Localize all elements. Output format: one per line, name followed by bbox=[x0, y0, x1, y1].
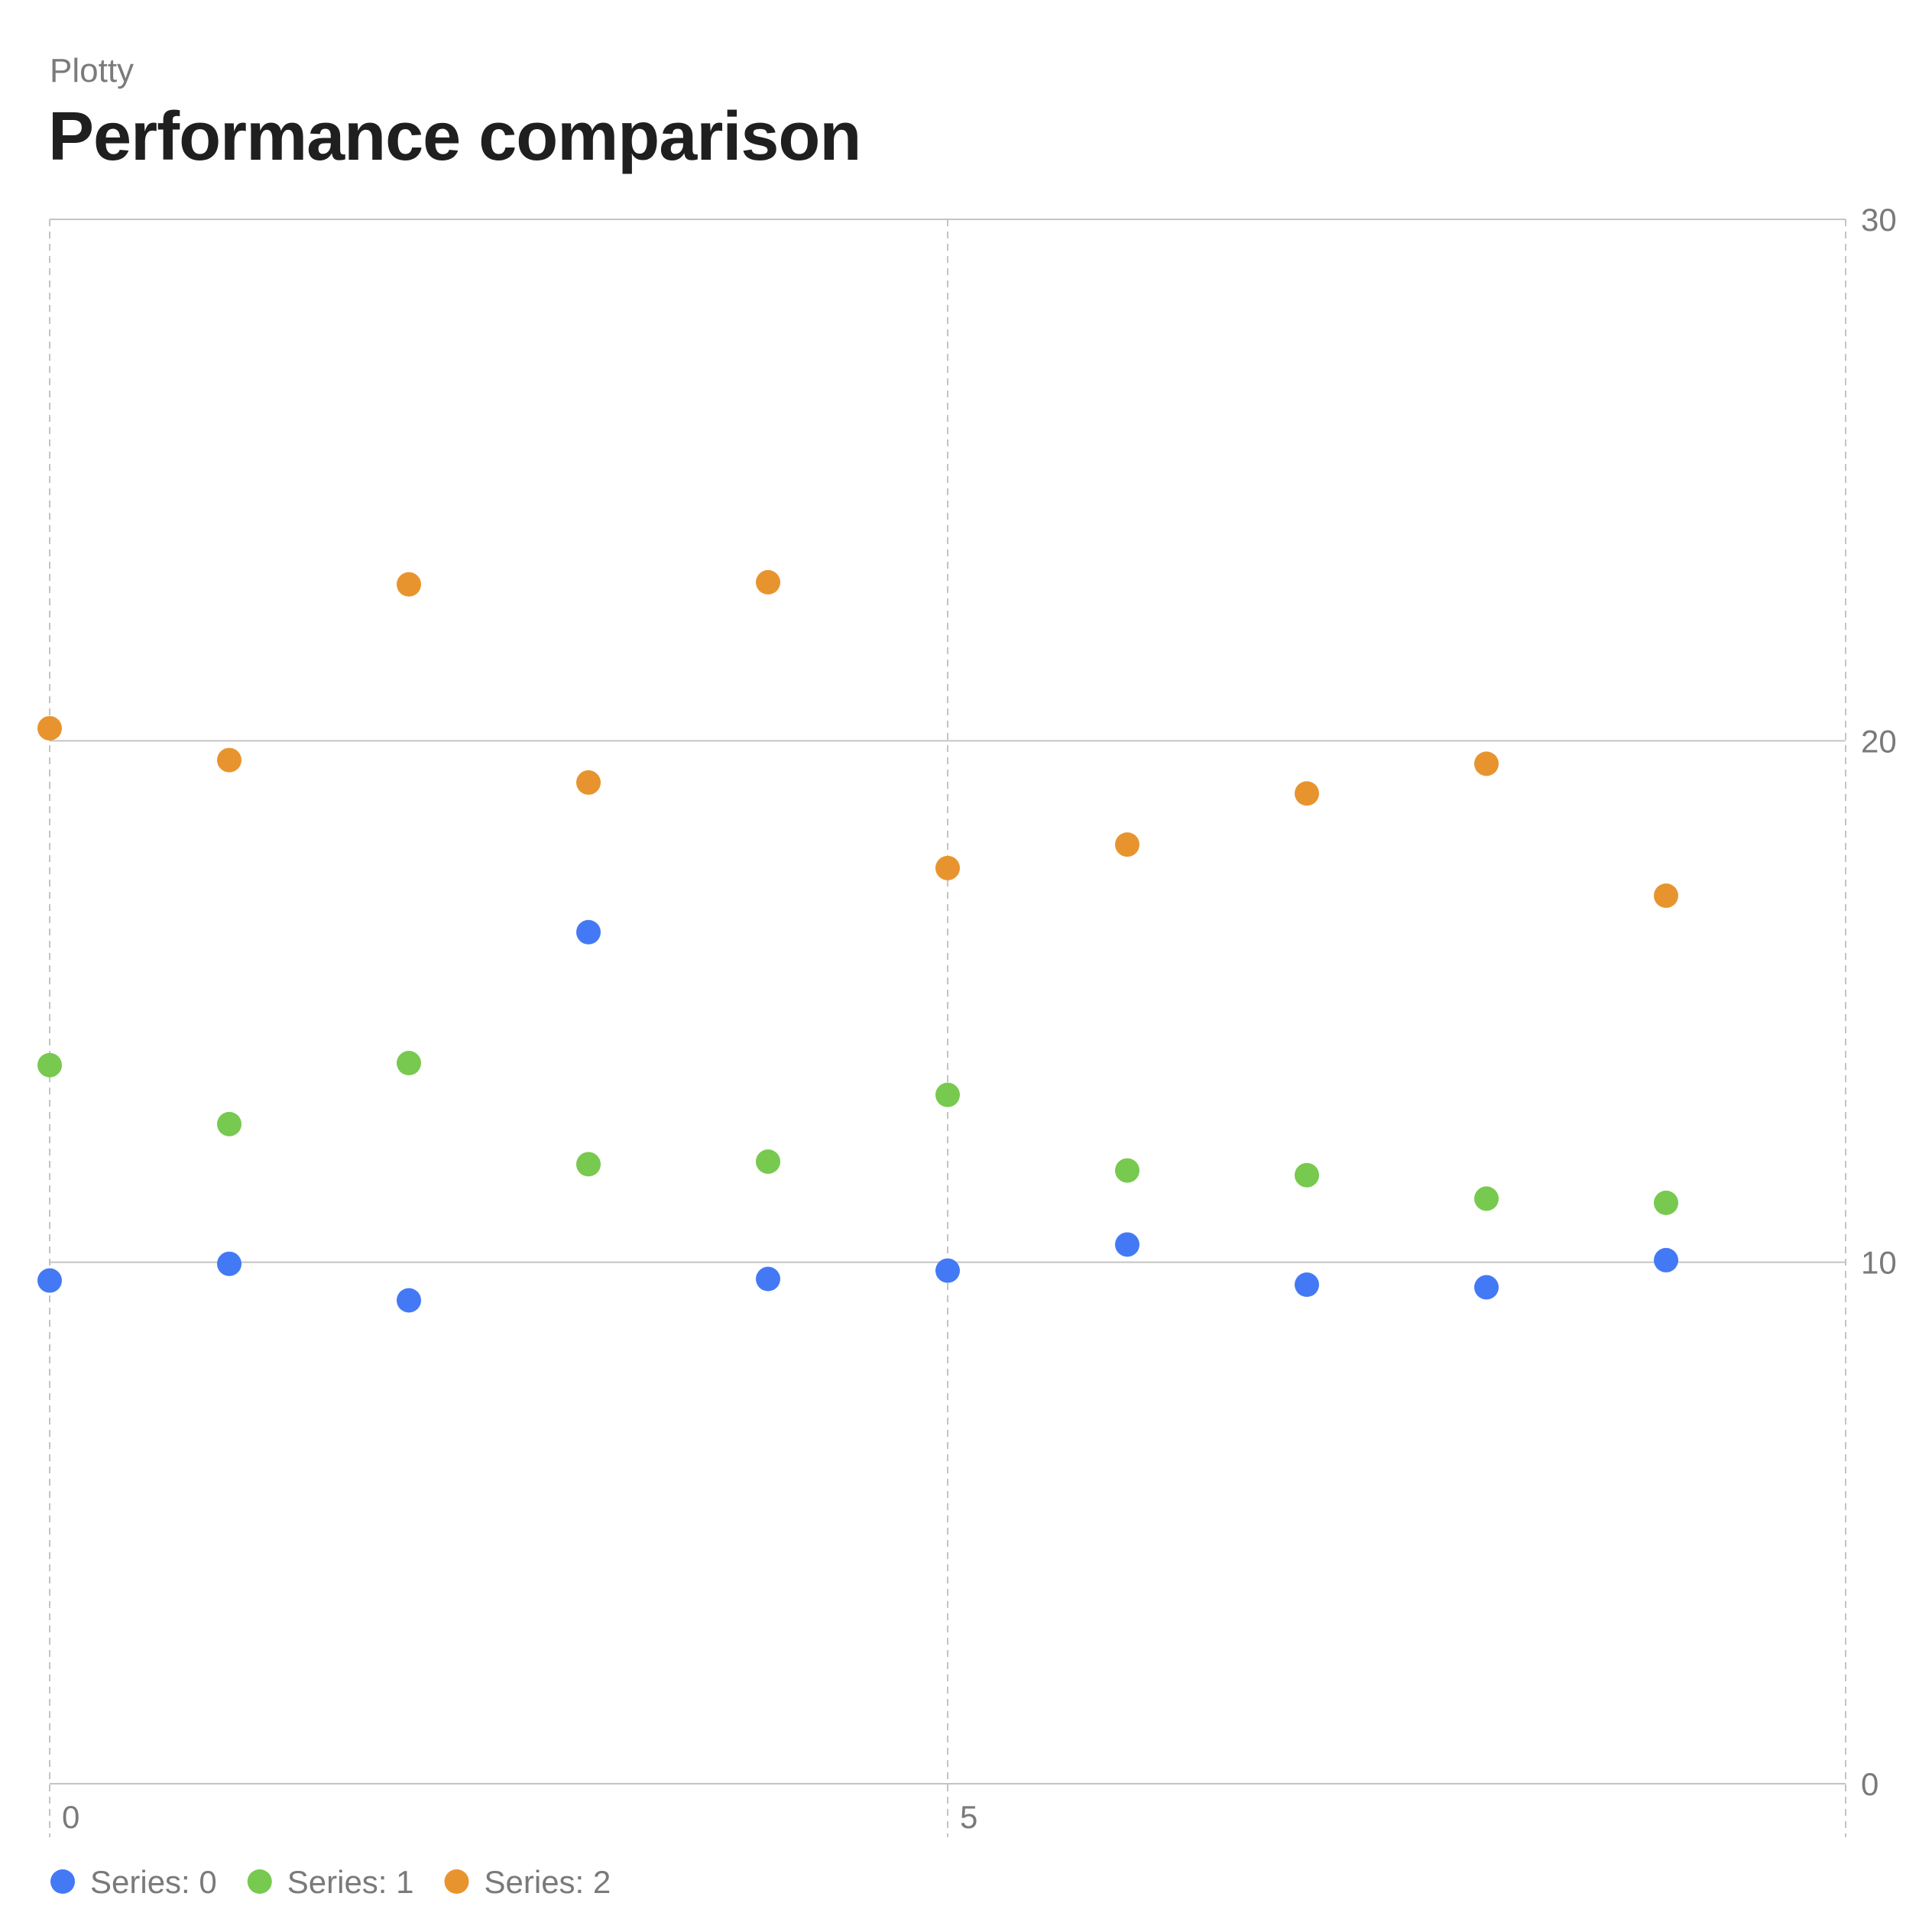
axis-ticks: 0 10 20 30 0 5 bbox=[62, 202, 1897, 1835]
legend: Series: 0 Series: 1 Series: 2 bbox=[50, 1864, 611, 1900]
series-1-point bbox=[1654, 1190, 1678, 1215]
series-0-point bbox=[397, 1288, 421, 1313]
legend-swatch-series-1 bbox=[247, 1869, 272, 1894]
series-1-point bbox=[1115, 1158, 1139, 1183]
chart-title: Performance comparison bbox=[48, 99, 861, 175]
series-2-point bbox=[397, 572, 421, 597]
legend-swatch-series-0 bbox=[50, 1869, 75, 1894]
legend-label-series-0: Series: 0 bbox=[90, 1864, 217, 1900]
series-1-point bbox=[37, 1052, 62, 1078]
series-1-point bbox=[935, 1082, 960, 1107]
series-0-point bbox=[37, 1268, 62, 1293]
legend-label-series-2: Series: 2 bbox=[485, 1864, 611, 1900]
series-2-point bbox=[1115, 832, 1139, 857]
series-1-point bbox=[397, 1051, 421, 1076]
series-2-point bbox=[217, 747, 242, 773]
y-tick-label: 0 bbox=[1861, 1766, 1879, 1802]
series-0-point bbox=[1654, 1247, 1678, 1272]
series-0-point bbox=[217, 1251, 242, 1276]
series-1-point bbox=[217, 1111, 242, 1136]
series-1-point bbox=[756, 1149, 780, 1174]
series-2-point bbox=[1474, 751, 1499, 776]
x-tick-label: 0 bbox=[62, 1799, 79, 1835]
series-1-point bbox=[576, 1152, 601, 1177]
series-2-point bbox=[935, 855, 960, 880]
series-0-point bbox=[756, 1266, 780, 1292]
series-1-point bbox=[1474, 1186, 1499, 1211]
y-tick-label: 10 bbox=[1861, 1245, 1897, 1281]
series-2-point bbox=[576, 770, 601, 795]
grid bbox=[49, 219, 1846, 1837]
y-tick-label: 20 bbox=[1861, 723, 1897, 759]
data-points bbox=[37, 569, 1678, 1313]
series-0-point bbox=[935, 1258, 960, 1283]
x-tick-label: 5 bbox=[960, 1799, 977, 1835]
series-2-point bbox=[1295, 781, 1319, 806]
series-0-point bbox=[1115, 1232, 1139, 1257]
series-0-point bbox=[576, 919, 601, 945]
legend-swatch-series-2 bbox=[444, 1869, 469, 1894]
series-1-point bbox=[1295, 1162, 1319, 1188]
series-0-point bbox=[1474, 1275, 1499, 1300]
legend-label-series-1: Series: 1 bbox=[287, 1864, 414, 1900]
chart-kicker: Plotty bbox=[50, 52, 135, 89]
series-0-point bbox=[1295, 1272, 1319, 1298]
series-2-point bbox=[756, 569, 780, 595]
y-tick-label: 30 bbox=[1861, 202, 1897, 238]
series-2-point bbox=[37, 715, 62, 741]
series-2-point bbox=[1654, 883, 1678, 908]
